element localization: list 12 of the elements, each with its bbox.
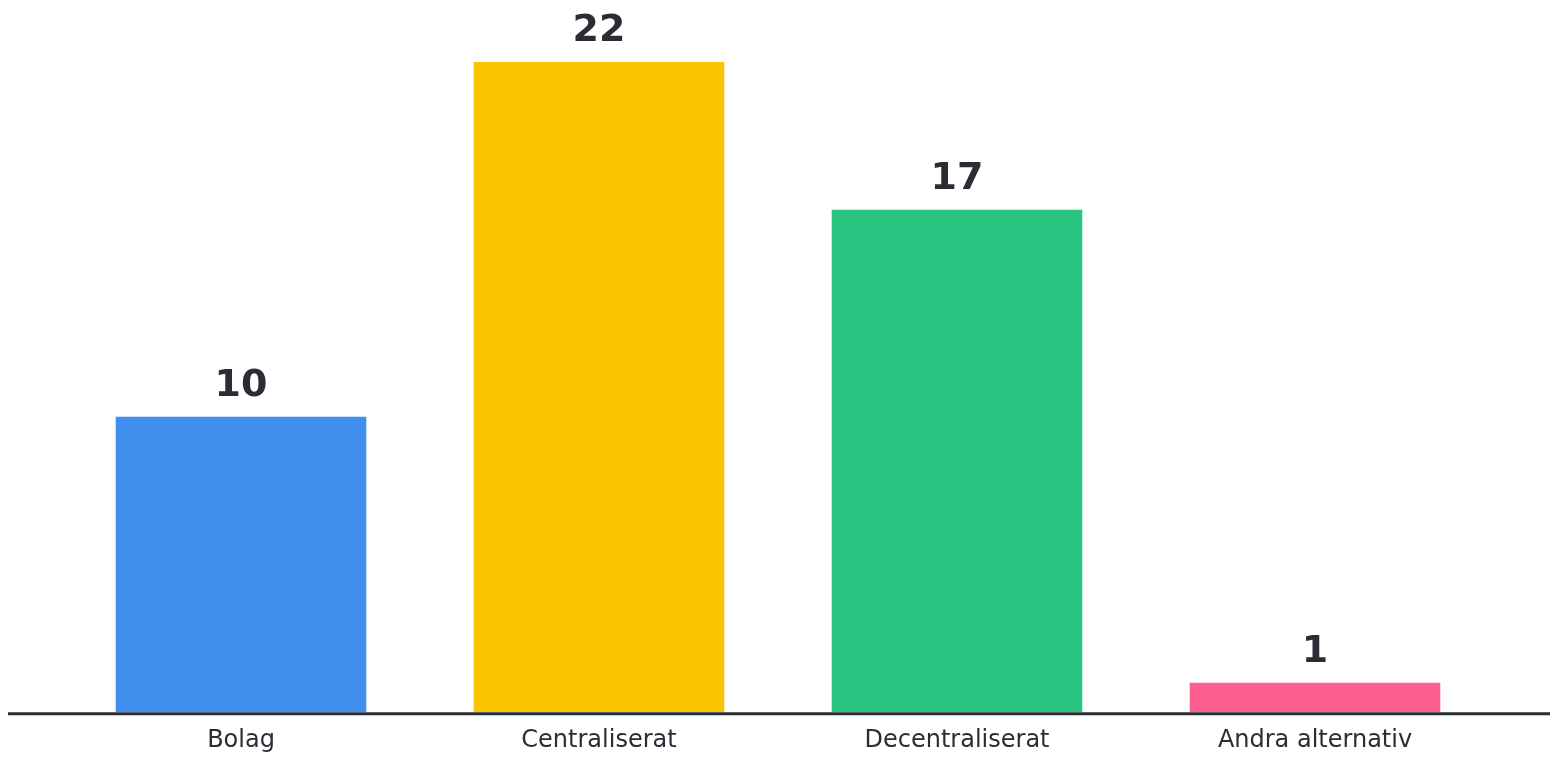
x-tick-label: Centraliserat — [521, 724, 677, 753]
bar — [831, 209, 1083, 713]
x-tick-label: Andra alternativ — [1217, 724, 1413, 753]
bar — [115, 416, 367, 713]
data-label: 1 — [1301, 626, 1329, 671]
data-label: 17 — [930, 153, 984, 198]
x-tick-label: Decentraliserat — [864, 724, 1050, 753]
bar — [473, 62, 725, 713]
data-label: 10 — [214, 360, 268, 405]
bar — [1189, 682, 1441, 713]
x-tick-label: Bolag — [207, 724, 275, 753]
data-label: 22 — [572, 5, 626, 50]
